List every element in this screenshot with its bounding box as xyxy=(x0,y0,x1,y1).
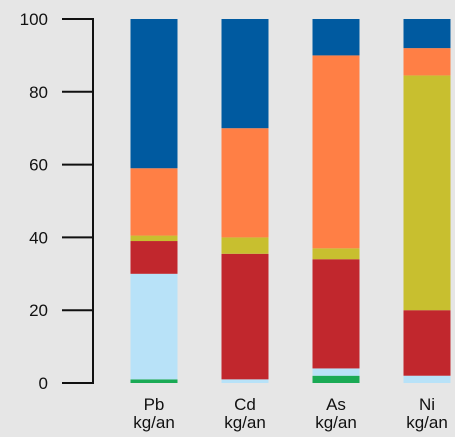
bar-segment xyxy=(312,19,360,56)
y-tick-label: 60 xyxy=(29,156,48,175)
bar-segment xyxy=(312,375,360,383)
y-tick-label: 40 xyxy=(29,228,48,247)
bar-segment xyxy=(403,75,451,311)
x-category-unit: kg/an xyxy=(406,413,448,432)
bar-segment xyxy=(221,19,269,129)
bar-segment xyxy=(312,55,360,249)
x-category-unit: kg/an xyxy=(224,413,266,432)
x-category-unit: kg/an xyxy=(315,413,357,432)
bar-segment xyxy=(312,259,360,369)
bar-segment xyxy=(130,235,178,242)
bar-segment xyxy=(130,168,178,236)
y-tick-label: 100 xyxy=(20,10,48,29)
bar-segment xyxy=(403,375,451,383)
bar-segment xyxy=(403,48,451,76)
bar-segment xyxy=(130,241,178,274)
bar-ni xyxy=(403,19,451,383)
bar-segment xyxy=(221,237,269,254)
bar-segment xyxy=(312,368,360,376)
bars xyxy=(130,19,451,383)
bar-segment xyxy=(221,128,269,238)
y-tick-label: 80 xyxy=(29,83,48,102)
bar-segment xyxy=(403,310,451,376)
y-tick-label: 20 xyxy=(29,301,48,320)
y-tick-label: 0 xyxy=(39,374,48,393)
x-category-label: Pb xyxy=(144,395,165,414)
bar-segment xyxy=(403,19,451,49)
bar-pb xyxy=(130,19,178,383)
bar-segment xyxy=(312,248,360,260)
bar-segment xyxy=(130,19,178,169)
bar-segment xyxy=(130,273,178,380)
x-category-label: As xyxy=(326,395,346,414)
x-category-label: Ni xyxy=(419,395,435,414)
y-axis-ticks: 0 20 40 60 80 100 xyxy=(20,10,94,393)
bar-cd xyxy=(221,19,269,383)
x-category-label: Cd xyxy=(234,395,256,414)
bar-as xyxy=(312,19,360,383)
bar-segment xyxy=(221,253,269,380)
bar-segment xyxy=(221,379,269,383)
bar-segment xyxy=(130,379,178,383)
x-category-unit: kg/an xyxy=(133,413,175,432)
